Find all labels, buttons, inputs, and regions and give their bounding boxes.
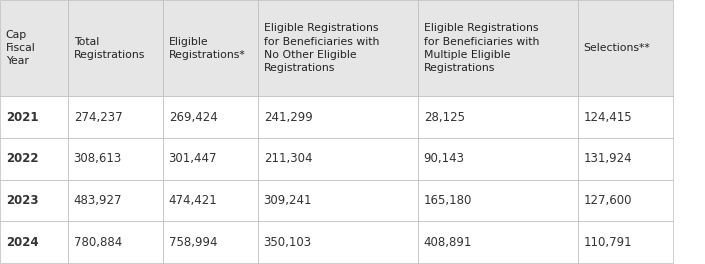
Text: 211,304: 211,304 xyxy=(264,152,312,166)
Bar xyxy=(0,0,68,96)
Text: 301,447: 301,447 xyxy=(168,152,217,166)
Bar xyxy=(0,221,68,263)
Bar xyxy=(578,221,673,263)
Text: 127,600: 127,600 xyxy=(584,194,632,207)
Text: Selections**: Selections** xyxy=(584,43,651,53)
Bar xyxy=(163,138,258,180)
Bar xyxy=(258,180,418,221)
Bar xyxy=(578,138,673,180)
Text: 2021: 2021 xyxy=(6,111,38,124)
Text: 780,884: 780,884 xyxy=(73,236,122,249)
Text: 483,927: 483,927 xyxy=(73,194,122,207)
Text: 758,994: 758,994 xyxy=(168,236,217,249)
Text: 165,180: 165,180 xyxy=(424,194,472,207)
Text: Cap
Fiscal
Year: Cap Fiscal Year xyxy=(6,30,35,66)
Text: Total
Registrations: Total Registrations xyxy=(73,37,145,60)
Bar xyxy=(418,180,578,221)
Text: 308,613: 308,613 xyxy=(73,152,122,166)
Text: 408,891: 408,891 xyxy=(424,236,472,249)
Bar xyxy=(578,0,673,96)
Bar xyxy=(258,96,418,138)
Text: 474,421: 474,421 xyxy=(168,194,217,207)
Text: 350,103: 350,103 xyxy=(264,236,312,249)
Bar xyxy=(258,221,418,263)
Text: 2024: 2024 xyxy=(6,236,38,249)
Bar xyxy=(68,221,163,263)
Text: 269,424: 269,424 xyxy=(168,111,217,124)
Text: 309,241: 309,241 xyxy=(264,194,312,207)
Bar xyxy=(0,138,68,180)
Bar xyxy=(578,96,673,138)
Bar xyxy=(68,138,163,180)
Bar xyxy=(418,138,578,180)
Text: Eligible Registrations
for Beneficiaries with
Multiple Eligible
Registrations: Eligible Registrations for Beneficiaries… xyxy=(424,23,539,73)
Text: 2023: 2023 xyxy=(6,194,38,207)
Text: 90,143: 90,143 xyxy=(424,152,465,166)
Text: Eligible
Registrations*: Eligible Registrations* xyxy=(168,37,245,60)
Text: 274,237: 274,237 xyxy=(73,111,122,124)
Bar xyxy=(163,221,258,263)
Text: 2022: 2022 xyxy=(6,152,38,166)
Bar xyxy=(163,96,258,138)
Text: 131,924: 131,924 xyxy=(584,152,632,166)
Bar xyxy=(68,180,163,221)
Bar xyxy=(68,96,163,138)
Bar xyxy=(258,138,418,180)
Bar xyxy=(68,0,163,96)
Text: 124,415: 124,415 xyxy=(584,111,632,124)
Text: Eligible Registrations
for Beneficiaries with
No Other Eligible
Registrations: Eligible Registrations for Beneficiaries… xyxy=(264,23,379,73)
Bar xyxy=(418,0,578,96)
Bar xyxy=(163,0,258,96)
Bar xyxy=(578,180,673,221)
Bar xyxy=(0,180,68,221)
Bar xyxy=(0,96,68,138)
Text: 241,299: 241,299 xyxy=(264,111,312,124)
Bar xyxy=(163,180,258,221)
Bar xyxy=(418,221,578,263)
Bar xyxy=(258,0,418,96)
Text: 110,791: 110,791 xyxy=(584,236,632,249)
Bar xyxy=(418,96,578,138)
Text: 28,125: 28,125 xyxy=(424,111,465,124)
